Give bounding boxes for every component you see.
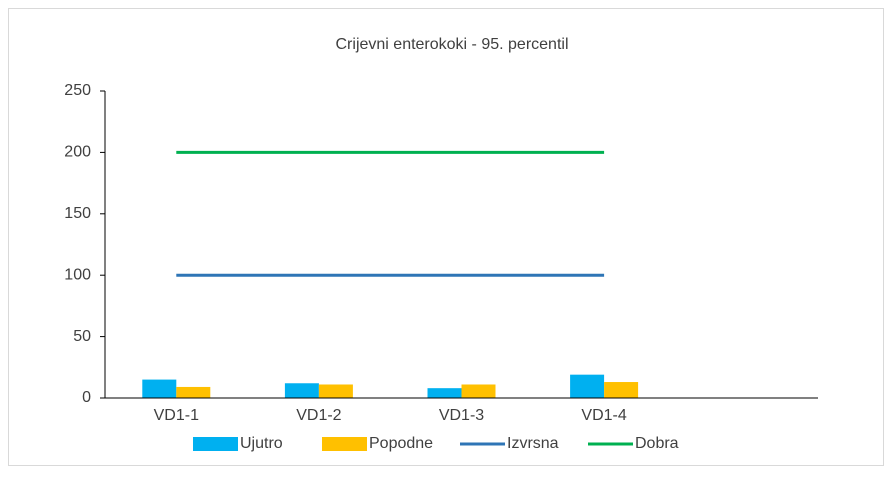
bar [570, 374, 605, 398]
bar [461, 384, 496, 398]
y-tick-label: 150 [64, 205, 91, 222]
x-tick-label: VD1-4 [581, 407, 626, 424]
y-tick-label: 250 [64, 82, 91, 99]
legend-label: Ujutro [240, 435, 283, 452]
bar [604, 382, 639, 398]
legend-swatch [193, 437, 238, 451]
bar [176, 386, 211, 398]
x-tick-label: VD1-3 [439, 407, 484, 424]
bar [427, 388, 462, 398]
chart-title: Crijevni enterokoki - 95. percentil [336, 36, 569, 53]
y-tick-label: 200 [64, 144, 91, 161]
bar [284, 383, 319, 398]
y-tick-label: 100 [64, 266, 91, 283]
x-tick-label: VD1-1 [154, 407, 199, 424]
y-tick-label: 0 [82, 389, 91, 406]
bar [142, 379, 177, 398]
legend-label: Izvrsna [507, 435, 559, 452]
x-tick-label: VD1-2 [296, 407, 341, 424]
legend-label: Dobra [635, 435, 679, 452]
bar [318, 384, 353, 398]
y-tick-label: 50 [73, 328, 91, 345]
legend-swatch [322, 437, 367, 451]
legend-label: Popodne [369, 435, 433, 452]
